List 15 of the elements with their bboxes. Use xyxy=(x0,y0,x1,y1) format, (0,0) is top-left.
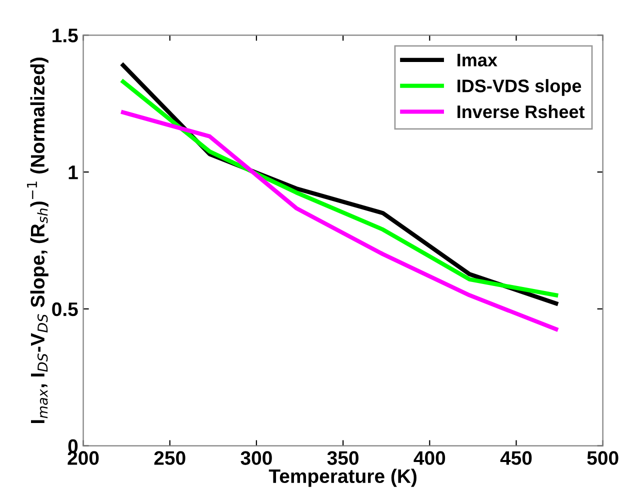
x-tick-label: 500 xyxy=(587,451,618,465)
legend-label: Inverse Rsheet xyxy=(458,104,585,118)
y-tick-label: 1.5 xyxy=(52,28,78,42)
x-axis-title: Temperature (K) xyxy=(268,468,416,487)
x-tick-label: 350 xyxy=(327,451,358,465)
x-tick-label: 250 xyxy=(154,451,186,465)
legend-label: IDS-VDS slope xyxy=(458,79,582,96)
legend-label: Imax xyxy=(458,54,498,66)
x-tick-label: 200 xyxy=(68,451,99,465)
y-tick-label: 1 xyxy=(68,166,78,180)
text: I$_{max}$, I$_{DS}$-V$_{DS}$ Slope, (R$_{sh}$)$^{−1}$ (Normalized) xyxy=(27,58,48,424)
x-tick-label: 450 xyxy=(500,451,532,465)
y-tick-label: 0.5 xyxy=(52,302,78,316)
x-tick-label: 300 xyxy=(240,451,272,465)
x-tick-label: 400 xyxy=(414,451,446,465)
